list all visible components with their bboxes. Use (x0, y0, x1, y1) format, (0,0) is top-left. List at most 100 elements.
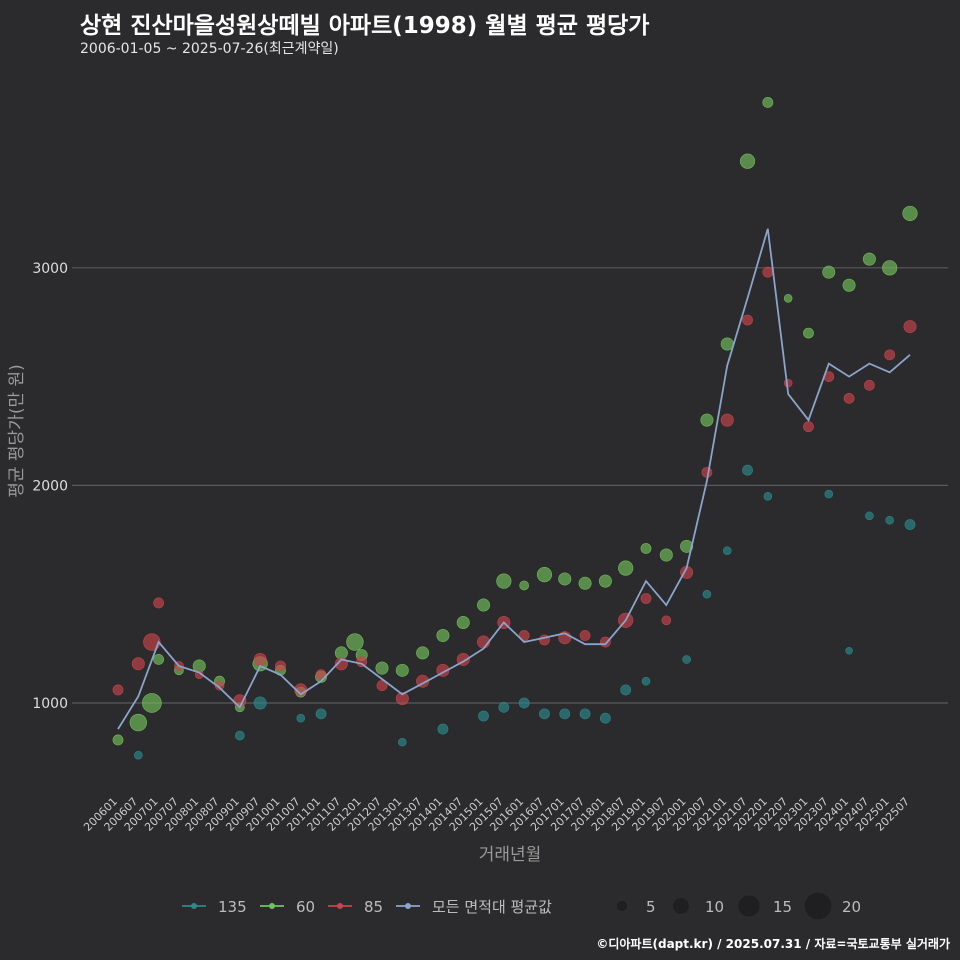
data-point-135 (824, 489, 834, 499)
legend-key-dot (191, 903, 197, 909)
data-point-135 (559, 708, 571, 720)
data-point-135 (599, 712, 611, 724)
data-point-135 (620, 684, 632, 696)
data-point-135 (498, 701, 510, 713)
data-point-60 (334, 646, 348, 660)
data-point-85 (356, 656, 368, 668)
legend-key-dot (337, 903, 343, 909)
data-point-60 (477, 598, 491, 612)
data-point-60 (842, 278, 856, 292)
data-point-60 (640, 543, 652, 554)
data-point-135 (682, 655, 691, 664)
data-point-85 (253, 652, 267, 666)
data-point-85 (863, 379, 875, 391)
data-point-85 (518, 630, 530, 641)
data-point-85 (742, 314, 753, 326)
size-legend-circle (738, 895, 760, 917)
data-point-60 (519, 580, 530, 591)
data-point-135 (437, 723, 449, 735)
data-point-60 (822, 265, 836, 279)
data-point-85 (112, 684, 124, 696)
data-point-135 (865, 511, 874, 521)
data-point-60 (129, 713, 148, 732)
data-point-60 (142, 693, 162, 713)
data-point-85 (131, 657, 145, 671)
data-point-60 (882, 260, 898, 276)
data-point-135 (518, 697, 530, 709)
y-tick-label: 1000 (32, 696, 68, 712)
data-point-135 (539, 708, 550, 720)
data-point-85 (884, 349, 896, 361)
data-point-85 (720, 413, 734, 427)
data-point-85 (640, 593, 652, 604)
data-point-60 (456, 615, 470, 629)
data-point-60 (739, 153, 756, 169)
data-point-60 (395, 663, 409, 677)
data-point-60 (700, 413, 714, 427)
size-legend-circle (673, 898, 689, 914)
data-point-60 (153, 654, 165, 665)
data-point-135 (845, 647, 853, 655)
data-point-135 (234, 730, 245, 741)
data-point-135 (702, 589, 712, 599)
data-point-60 (436, 629, 450, 643)
data-point-85 (843, 392, 855, 404)
data-point-135 (742, 464, 753, 476)
y-tick-label: 2000 (32, 478, 68, 494)
y-axis-title: 평균 평당가(만 원) (7, 364, 27, 498)
data-point-85 (762, 266, 774, 278)
data-point-85 (275, 660, 286, 672)
data-point-85 (395, 692, 409, 706)
data-point-85 (376, 680, 388, 691)
x-axis-title: 거래년월 (479, 845, 542, 865)
data-point-60 (558, 572, 572, 586)
data-point-85 (214, 680, 225, 691)
size-legend-circle (804, 892, 832, 920)
data-point-135 (478, 710, 489, 722)
size-legend-label: 20 (842, 898, 861, 916)
data-point-85 (579, 630, 591, 641)
data-point-60 (902, 205, 918, 222)
data-point-85 (783, 378, 793, 388)
data-point-135 (579, 708, 591, 720)
data-point-85 (803, 421, 814, 433)
data-point-60 (680, 539, 694, 553)
size-legend-label: 15 (773, 898, 792, 916)
data-point-135 (763, 491, 773, 501)
data-point-85 (143, 633, 161, 651)
data-point-60 (346, 633, 364, 651)
data-point-135 (296, 713, 306, 723)
data-point-135 (904, 519, 916, 530)
data-point-60 (496, 573, 512, 589)
data-point-60 (375, 661, 389, 675)
data-point-85 (903, 320, 917, 334)
data-point-60 (762, 97, 774, 108)
y-tick-label: 3000 (32, 261, 68, 277)
data-point-85 (599, 636, 611, 648)
data-point-60 (536, 566, 553, 583)
data-point-60 (598, 574, 612, 588)
data-point-85 (661, 615, 672, 626)
data-point-60 (659, 548, 673, 562)
legend-label: 85 (364, 898, 383, 916)
legend-label: 135 (218, 898, 247, 916)
data-point-135 (398, 737, 407, 747)
data-point-135 (722, 546, 732, 555)
data-point-60 (783, 293, 793, 303)
data-point-135 (253, 696, 267, 710)
data-point-85 (153, 597, 165, 609)
size-legend-circle (616, 900, 628, 912)
size-legend-label: 10 (705, 898, 724, 916)
source-caption: ©디아파트(dapt.kr) / 2025.07.31 / 자료=국토교통부 실… (596, 937, 950, 951)
data-point-60 (803, 327, 814, 339)
data-point-60 (618, 560, 634, 576)
legend-key-dot (405, 903, 411, 909)
data-point-60 (862, 252, 876, 266)
data-point-60 (416, 646, 430, 660)
data-point-135 (885, 515, 894, 525)
legend-key-dot (269, 903, 275, 909)
data-point-60 (578, 576, 592, 590)
data-point-60 (112, 734, 124, 746)
